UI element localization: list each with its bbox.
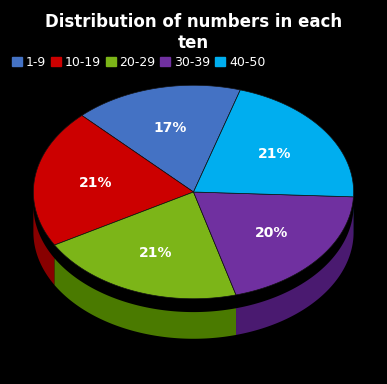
Legend: 1-9, 10-19, 20-29, 30-39, 40-50: 1-9, 10-19, 20-29, 30-39, 40-50 [9, 53, 268, 71]
Polygon shape [194, 192, 353, 295]
Polygon shape [33, 206, 55, 285]
Polygon shape [236, 210, 353, 335]
Text: 21%: 21% [258, 147, 291, 161]
Polygon shape [194, 90, 354, 197]
Text: Distribution of numbers in each
ten: Distribution of numbers in each ten [45, 13, 342, 51]
Text: 21%: 21% [139, 246, 173, 260]
Text: 17%: 17% [154, 121, 187, 135]
Polygon shape [55, 258, 236, 339]
Polygon shape [82, 85, 240, 192]
Text: 21%: 21% [79, 176, 112, 190]
Text: 20%: 20% [254, 226, 288, 240]
Polygon shape [33, 116, 194, 245]
Polygon shape [55, 192, 236, 299]
